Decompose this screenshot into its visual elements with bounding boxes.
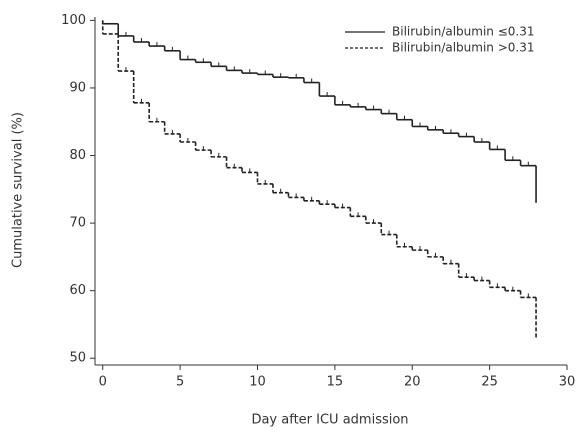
x-tick-label: 20 bbox=[404, 375, 421, 390]
y-tick-label: 90 bbox=[69, 80, 86, 95]
x-tick-label: 0 bbox=[99, 375, 107, 390]
legend-label: Bilirubin/albumin >0.31 bbox=[392, 41, 535, 55]
y-tick-label: 100 bbox=[61, 13, 86, 28]
x-tick-label: 25 bbox=[481, 375, 498, 390]
y-axis-label: Cumulative survival (%) bbox=[11, 112, 26, 268]
y-tick-label: 80 bbox=[69, 148, 86, 163]
y-tick-label: 70 bbox=[69, 216, 86, 231]
x-tick-label: 30 bbox=[559, 375, 576, 390]
legend-label: Bilirubin/albumin ≤0.31 bbox=[392, 25, 535, 39]
x-tick-label: 15 bbox=[327, 375, 344, 390]
x-tick-label: 10 bbox=[249, 375, 266, 390]
y-tick-label: 60 bbox=[69, 283, 86, 298]
x-tick-label: 5 bbox=[176, 375, 184, 390]
x-axis-label: Day after ICU admission bbox=[251, 413, 408, 428]
y-tick-label: 50 bbox=[69, 351, 86, 366]
